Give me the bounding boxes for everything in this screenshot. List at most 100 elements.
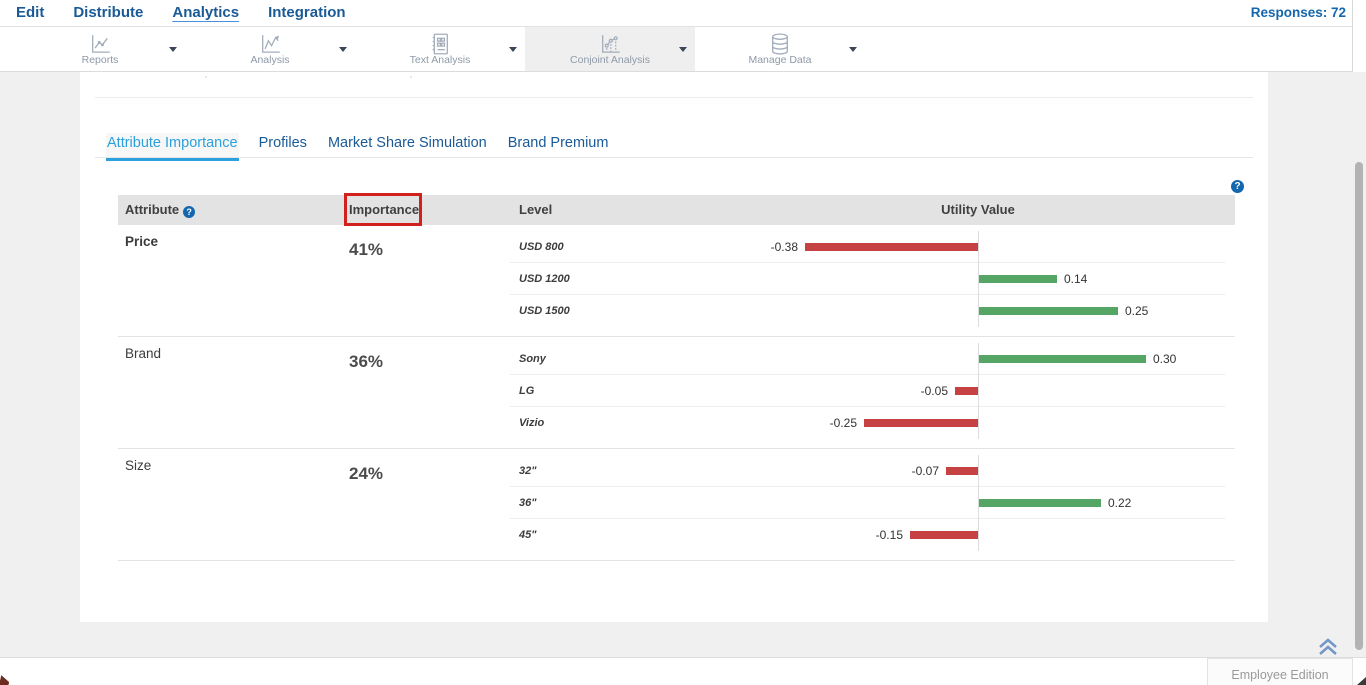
utility-value: -0.07 <box>911 464 939 478</box>
level-label: Sony <box>519 353 546 365</box>
nav-item-edit[interactable]: Edit <box>16 4 45 21</box>
edition-label: Employee Edition <box>1231 668 1329 682</box>
level-row-lg: LG -0.05 <box>510 375 1225 407</box>
analysis-chart-icon <box>185 31 355 57</box>
utility-bar <box>979 355 1146 363</box>
tab-attribute-importance[interactable]: Attribute Importance <box>106 133 239 161</box>
chevron-down-icon[interactable] <box>339 47 347 52</box>
column-header-importance: Importance <box>349 202 420 217</box>
nav-menu: Edit Distribute Analytics Integration <box>16 4 375 22</box>
utility-bar <box>979 499 1101 507</box>
level-row-36: 36" 0.22 <box>510 487 1225 519</box>
zero-axis-line <box>978 343 979 439</box>
divider <box>95 97 1253 98</box>
reports-chart-icon <box>15 31 185 57</box>
tab-market-share-simulation[interactable]: Market Share Simulation <box>327 135 487 151</box>
nav-item-integration[interactable]: Integration <box>268 4 346 21</box>
utility-value: 0.25 <box>1125 304 1149 318</box>
utility-bar <box>946 467 978 475</box>
utility-value: -0.05 <box>920 384 948 398</box>
utility-value: -0.25 <box>829 416 857 430</box>
chevron-down-icon[interactable] <box>849 47 857 52</box>
level-label: 45" <box>519 529 537 541</box>
level-list: 32" -0.07 36" 0.22 45" -0.15 <box>510 455 1225 551</box>
cursor-pointer <box>0 675 11 685</box>
level-label: 32" <box>519 465 537 477</box>
utility-value: -0.15 <box>875 528 903 542</box>
utility-value: 0.22 <box>1108 496 1132 510</box>
conjoint-analysis-card: Attribute Importance Profiles Market Share… <box>80 72 1268 622</box>
toolbar-item-label: Manage Data <box>748 54 812 66</box>
level-list: USD 800 -0.38 USD 1200 0.14 USD 1500 0.2… <box>510 231 1225 327</box>
importance-value: 36% <box>349 352 384 371</box>
importance-value: 24% <box>349 464 384 483</box>
table-header-row: Attribute? Importance Level Utility Valu… <box>118 195 1235 225</box>
top-nav-bar: Edit Distribute Analytics Integration Respo… <box>0 0 1366 27</box>
attribute-row-brand: Brand 36% Sony 0.30 LG -0.05 Vizio -0.25 <box>118 337 1235 449</box>
importance-value: 41% <box>349 240 384 259</box>
utility-bar <box>979 275 1057 283</box>
level-row-sony: Sony 0.30 <box>510 343 1225 375</box>
attribute-help-icon[interactable]: ? <box>183 206 196 218</box>
analytics-toolbar: Reports Analysis Text Analysis Conjoint … <box>0 27 1352 72</box>
utility-bar <box>955 387 978 395</box>
database-icon <box>695 31 865 57</box>
level-row-usd-800: USD 800 -0.38 <box>510 231 1225 263</box>
utility-value: 0.30 <box>1153 352 1177 366</box>
level-row-usd-1500: USD 1500 0.25 <box>510 295 1225 327</box>
conjoint-tabs: Attribute Importance Profiles Market Share… <box>106 133 628 161</box>
utility-bar <box>805 243 978 251</box>
toolbar-item-conjoint-analysis[interactable]: Conjoint Analysis <box>525 27 695 71</box>
level-label: 36" <box>519 497 537 509</box>
level-row-45: 45" -0.15 <box>510 519 1225 551</box>
toolbar-item-label: Conjoint Analysis <box>570 54 650 66</box>
level-row-vizio: Vizio -0.25 <box>510 407 1225 439</box>
toolbar-item-label: Text Analysis <box>409 54 471 66</box>
column-header-utility-value: Utility Value <box>941 202 1015 217</box>
utility-value: -0.38 <box>770 240 798 254</box>
level-label: USD 800 <box>519 241 564 253</box>
corner-mark <box>1357 677 1366 685</box>
responses-count[interactable]: Responses: 72 <box>1250 5 1346 20</box>
toolbar-item-text-analysis[interactable]: Text Analysis <box>355 27 525 71</box>
attribute-name[interactable]: Size <box>125 458 152 473</box>
nav-item-distribute[interactable]: Distribute <box>73 4 144 21</box>
tab-brand-premium[interactable]: Brand Premium <box>507 135 609 151</box>
divider <box>95 157 1253 158</box>
help-icon[interactable]: ? <box>1231 180 1244 193</box>
scatter-chart-icon <box>525 31 695 57</box>
chevron-down-icon[interactable] <box>679 47 687 52</box>
tab-profiles[interactable]: Profiles <box>258 135 307 151</box>
scroll-to-top-button[interactable] <box>1316 636 1340 658</box>
attribute-row-size: Size 24% 32" -0.07 36" 0.22 45" -0.15 <box>118 449 1235 561</box>
attribute-row-price: Price 41% USD 800 -0.38 USD 1200 0.14 US… <box>118 225 1235 337</box>
level-row-usd-1200: USD 1200 0.14 <box>510 263 1225 295</box>
level-label: Vizio <box>519 417 545 429</box>
utility-bar <box>910 531 978 539</box>
nav-item-analytics[interactable]: Analytics <box>172 4 240 21</box>
column-header-level: Level <box>519 202 553 217</box>
toolbar-item-label: Reports <box>81 54 119 66</box>
toolbar-item-manage-data[interactable]: Manage Data <box>695 27 865 71</box>
text-document-icon <box>355 31 525 57</box>
clipped-heading-text <box>95 73 455 78</box>
zero-axis-line <box>978 231 979 327</box>
toolbar-item-label: Analysis <box>250 54 290 66</box>
utility-bar <box>979 307 1118 315</box>
attribute-name[interactable]: Price <box>125 234 159 249</box>
level-label: LG <box>519 385 535 397</box>
toolbar-item-reports[interactable]: Reports <box>15 27 185 71</box>
level-list: Sony 0.30 LG -0.05 Vizio -0.25 <box>510 343 1225 439</box>
attribute-name[interactable]: Brand <box>125 346 162 361</box>
chevron-down-icon[interactable] <box>509 47 517 52</box>
chevron-down-icon[interactable] <box>169 47 177 52</box>
edition-badge: Employee Edition <box>1207 658 1353 685</box>
footer-bar <box>0 657 1366 685</box>
column-header-attribute: Attribute? <box>125 195 196 225</box>
level-row-32: 32" -0.07 <box>510 455 1225 487</box>
scrollbar-thumb[interactable] <box>1355 162 1363 650</box>
utility-bar <box>864 419 978 427</box>
level-label: USD 1500 <box>519 305 570 317</box>
zero-axis-line <box>978 455 979 551</box>
toolbar-item-analysis[interactable]: Analysis <box>185 27 355 71</box>
